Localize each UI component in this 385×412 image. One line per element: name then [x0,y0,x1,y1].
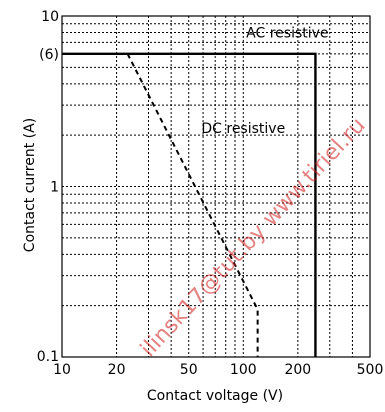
plot-frame [61,15,371,358]
y-tick-label: 1 [50,180,59,196]
tick-labels: 10 20 50 100 200 500 0.1 1 (6) 10 [37,9,384,378]
x-tick-label: 50 [180,362,198,378]
series-line-dc-resistive [126,53,259,357]
x-tick-label: 20 [108,362,126,378]
grid [61,15,371,358]
series-label: AC resistive [246,26,328,42]
y-axis-title: Contact current (A) [22,118,38,252]
x-tick-label: 200 [284,362,311,378]
x-tick-label: 500 [357,362,384,378]
y-tick-label: (6) [39,47,59,63]
x-tick-label: 100 [230,362,257,378]
plot-border [61,15,371,358]
series-line-ac-resistive [62,52,317,357]
y-tick-label: 0.1 [37,349,59,365]
y-tick-label: 10 [41,9,59,25]
x-tick-label: 10 [53,362,71,378]
annotations: AC resistive DC resistive [201,26,328,138]
series-label: DC resistive [201,121,285,137]
series-lines [62,52,317,357]
x-axis-title: Contact voltage (V) [147,388,283,404]
